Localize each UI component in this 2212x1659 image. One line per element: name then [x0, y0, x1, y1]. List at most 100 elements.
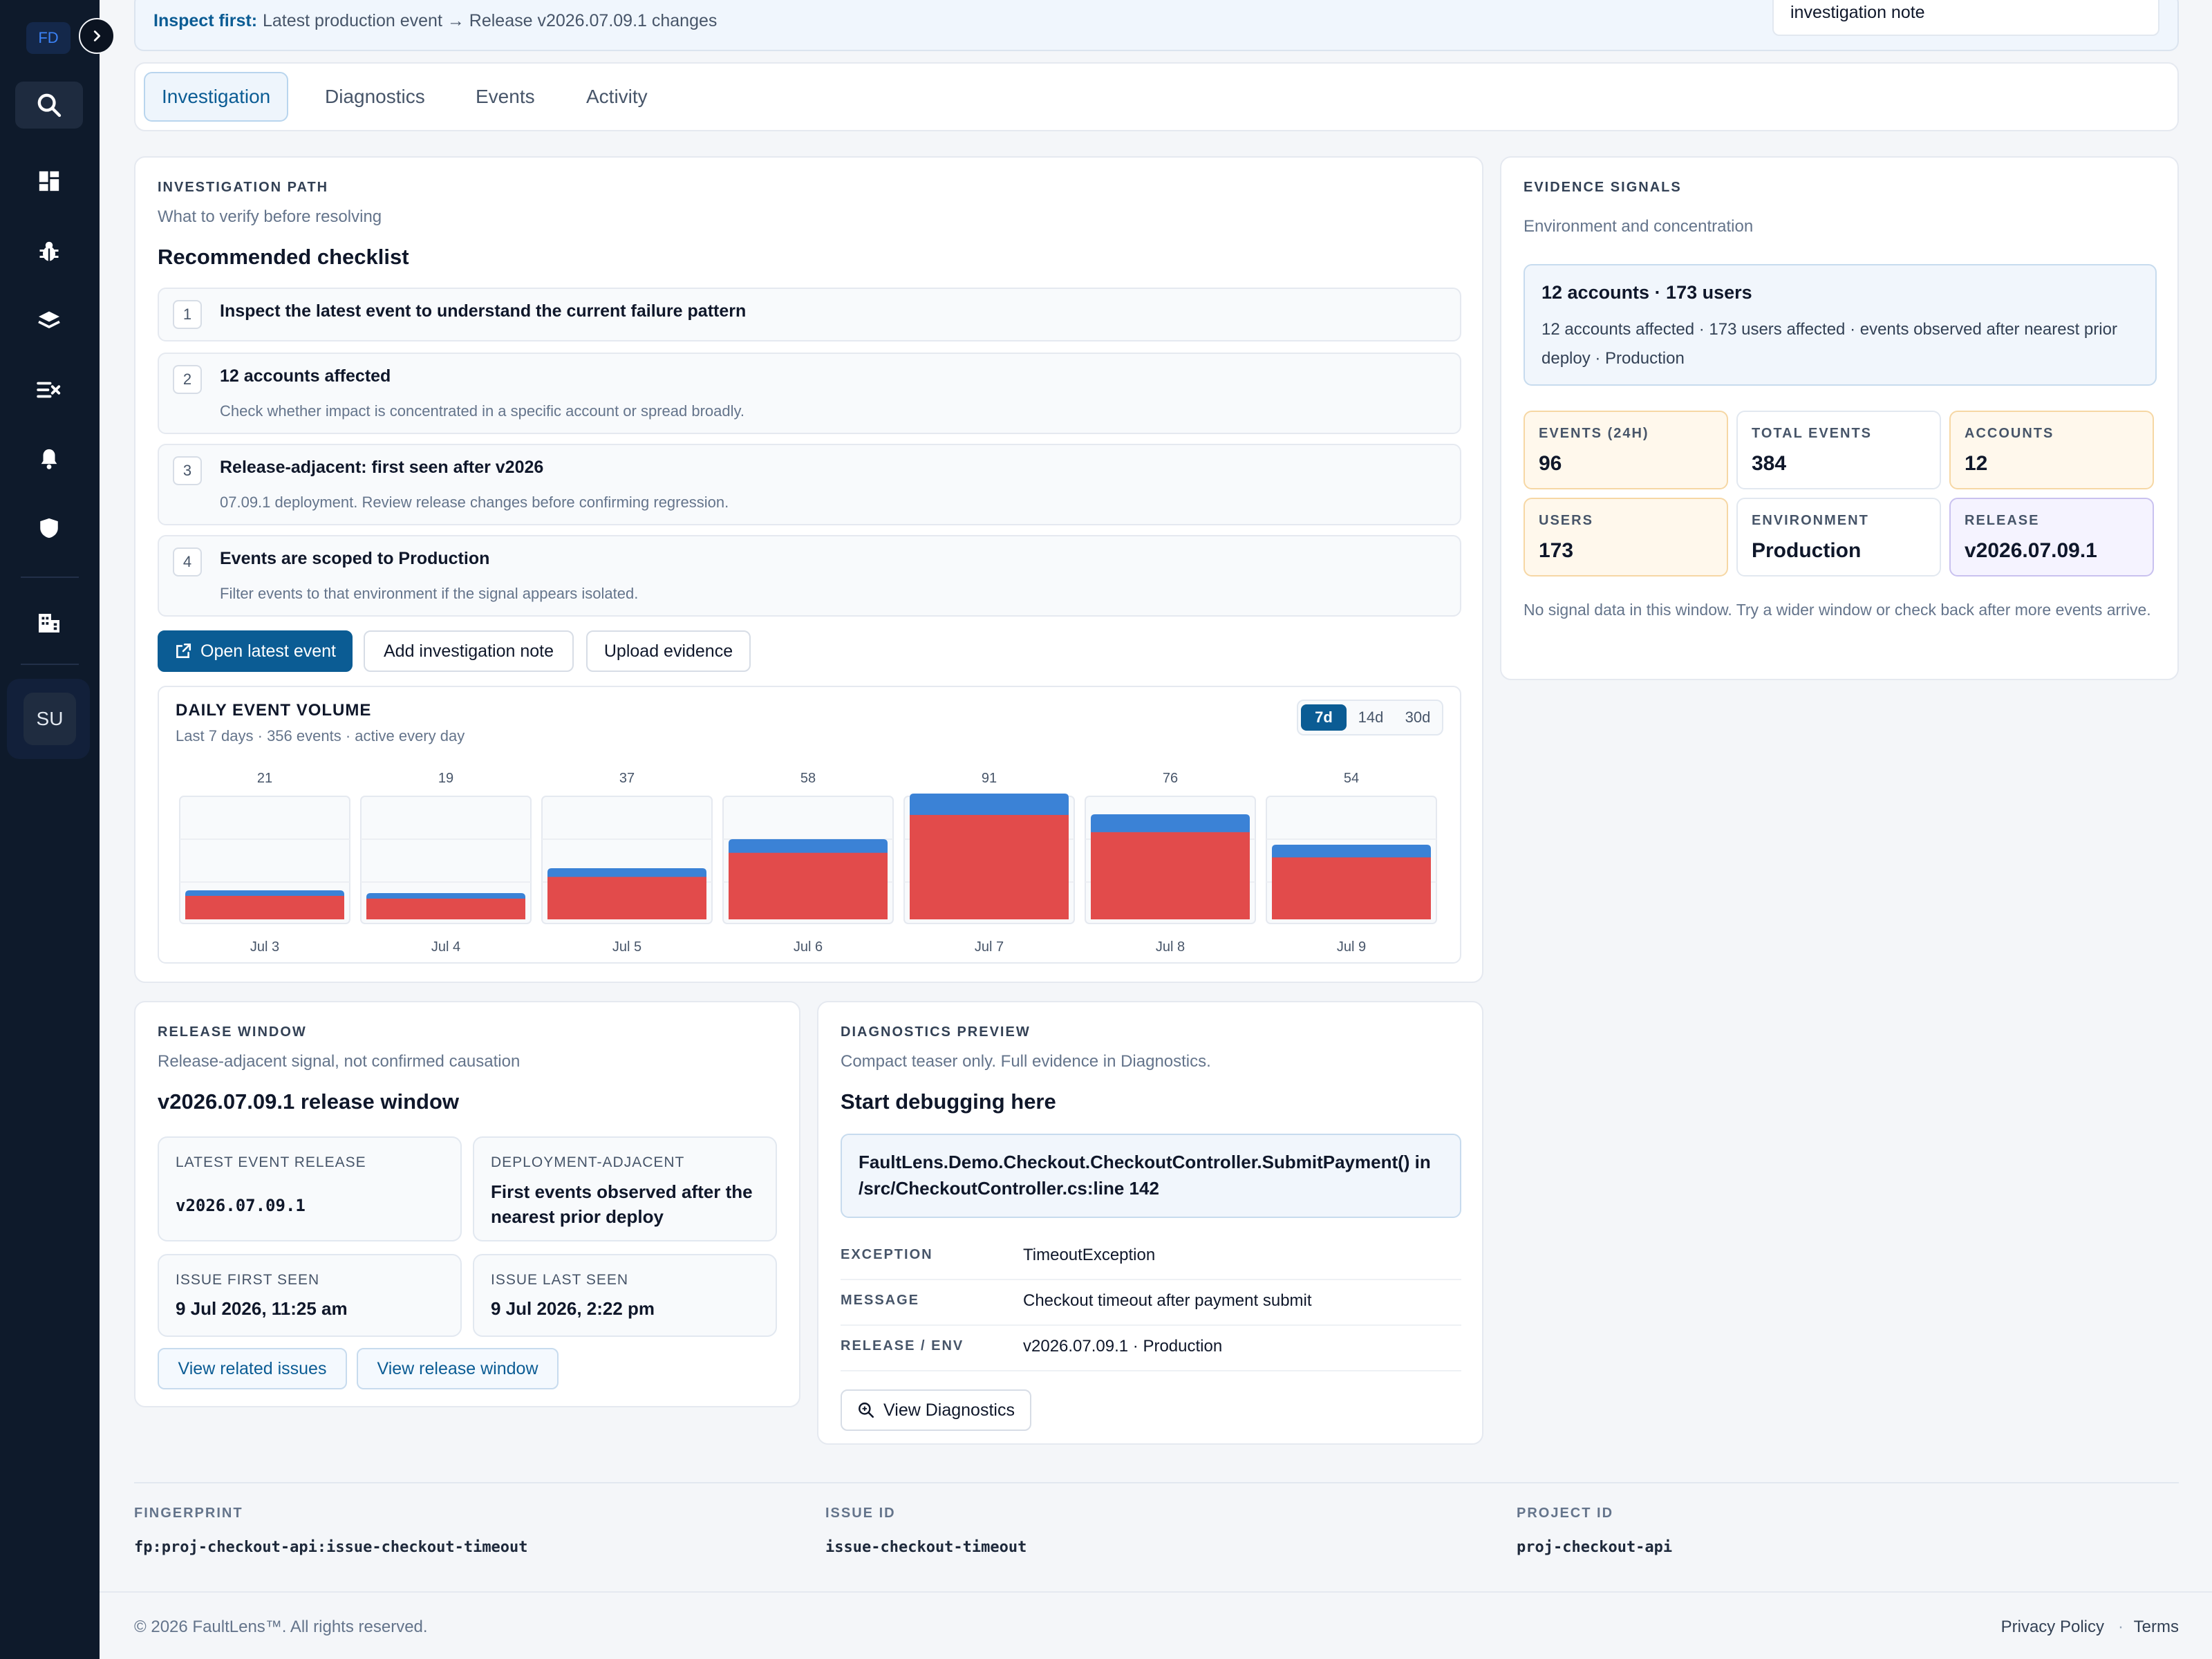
- tile-value: 9 Jul 2026, 11:25 am: [176, 1298, 348, 1319]
- tile-label: ISSUE FIRST SEEN: [176, 1272, 320, 1288]
- diagnostic-row: MESSAGE Checkout timeout after payment s…: [841, 1280, 1461, 1326]
- tab-bar: Investigation Diagnostics Events Activit…: [134, 62, 2179, 131]
- range-14d-button[interactable]: 14d: [1358, 709, 1384, 726]
- banner-label: Inspect first:: [153, 11, 258, 30]
- checklist-item-title: Inspect the latest event to understand t…: [220, 301, 747, 321]
- section-label: EVIDENCE SIGNALS: [1524, 180, 1682, 195]
- tile-value: First events observed after the nearest …: [491, 1181, 753, 1227]
- tick-label: Jul 7: [975, 939, 1004, 955]
- sidebar-item-organization[interactable]: [15, 599, 83, 646]
- total-events-tile: TOTAL EVENTS 384: [1736, 411, 1941, 489]
- view-related-issues-button[interactable]: View related issues: [158, 1348, 347, 1389]
- sidebar-item-issues[interactable]: [15, 228, 83, 275]
- avatar[interactable]: SU: [24, 693, 76, 745]
- view-release-window-button[interactable]: View release window: [357, 1348, 559, 1389]
- tab-investigation[interactable]: Investigation: [144, 72, 289, 122]
- chevron-right-icon: [93, 30, 101, 41]
- view-diagnostics-label: View Diagnostics: [883, 1400, 1015, 1420]
- range-selector: 7d 14d 30d: [1297, 700, 1443, 735]
- tile-value: 12: [1965, 452, 1988, 475]
- tile-value: v2026.07.09.1: [176, 1196, 306, 1215]
- users-tile: USERS 173: [1524, 498, 1728, 577]
- latest-event-release-tile: LATEST EVENT RELEASE v2026.07.09.1: [158, 1136, 462, 1241]
- tab-events[interactable]: Events: [476, 86, 535, 107]
- tile-label: USERS: [1539, 513, 1593, 528]
- sidebar-item-alerts[interactable]: [15, 435, 83, 482]
- tile-label: DEPLOYMENT-ADJACENT: [491, 1154, 685, 1170]
- tile-label: LATEST EVENT RELEASE: [176, 1154, 366, 1170]
- sidebar-item-search[interactable]: [15, 82, 83, 129]
- view-diagnostics-button[interactable]: View Diagnostics: [841, 1389, 1031, 1431]
- tab-diagnostics[interactable]: Diagnostics: [325, 86, 425, 107]
- deployment-adjacent-tile: DEPLOYMENT-ADJACENT First events observe…: [473, 1136, 777, 1241]
- summary-title: 12 accounts · 173 users: [1541, 282, 1752, 303]
- checklist-item-title: Events are scoped to Production: [220, 549, 490, 568]
- data-label: 58: [800, 771, 816, 786]
- diagnostic-row: EXCEPTION TimeoutException: [841, 1235, 1461, 1280]
- accounts-tile: ACCOUNTS 12: [1949, 411, 2154, 489]
- range-7d-button[interactable]: 7d: [1301, 704, 1347, 731]
- checklist-item-title: Release-adjacent: first seen after v2026: [220, 458, 544, 477]
- fingerprint-value: fp:proj-checkout-api:issue-checkout-time…: [134, 1539, 528, 1556]
- checklist-title: Recommended checklist: [158, 245, 409, 269]
- banner-text: Latest production event → Release v2026.…: [263, 11, 718, 30]
- zoom-search-icon: [859, 1403, 874, 1418]
- section-subtitle: Release-adjacent signal, not confirmed c…: [158, 1052, 521, 1071]
- privacy-policy-link[interactable]: Privacy Policy: [2000, 1618, 2104, 1636]
- project-id-label: PROJECT ID: [1517, 1506, 1614, 1521]
- checklist-item: 3 Release-adjacent: first seen after v20…: [158, 444, 1461, 525]
- project-id-value: proj-checkout-api: [1517, 1539, 1673, 1556]
- diagnostics-preview-card: DIAGNOSTICS PREVIEW Compact teaser only.…: [817, 1001, 1483, 1445]
- checklist-item: 4 Events are scoped to Production Filter…: [158, 535, 1461, 617]
- investigation-note-field[interactable]: investigation note: [1772, 0, 2159, 36]
- rules-list-icon: [37, 382, 61, 398]
- release-window-title: v2026.07.09.1 release window: [158, 1089, 459, 1114]
- bar: [910, 814, 1069, 919]
- row-value: v2026.07.09.1 · Production: [1023, 1337, 1223, 1356]
- sidebar-item-dashboard[interactable]: [15, 158, 83, 205]
- checklist-number: 4: [173, 547, 202, 577]
- section-label: RELEASE WINDOW: [158, 1024, 307, 1040]
- terms-link[interactable]: Terms: [2133, 1618, 2179, 1636]
- section-label: INVESTIGATION PATH: [158, 180, 329, 195]
- section-subtitle: Environment and concentration: [1524, 217, 1754, 236]
- layers-icon: [38, 311, 60, 328]
- sidebar-item-security[interactable]: [15, 505, 83, 552]
- upload-evidence-button[interactable]: Upload evidence: [586, 630, 751, 672]
- row-key: MESSAGE: [841, 1293, 920, 1308]
- stack-frame: FaultLens.Demo.Checkout.CheckoutControll…: [841, 1134, 1461, 1218]
- meta-divider: [134, 1482, 2179, 1483]
- row-key: EXCEPTION: [841, 1247, 933, 1262]
- bar: [547, 877, 706, 919]
- bell-icon: [41, 449, 57, 469]
- checklist-item-title: 12 accounts affected: [220, 366, 391, 386]
- add-investigation-note-button[interactable]: Add investigation note: [364, 630, 574, 672]
- tab-activity[interactable]: Activity: [586, 86, 648, 107]
- bar: [1091, 832, 1250, 919]
- data-label: 37: [619, 771, 635, 786]
- tile-value: 9 Jul 2026, 2:22 pm: [491, 1298, 655, 1319]
- open-latest-event-button[interactable]: Open latest event: [158, 630, 353, 672]
- tile-value: Production: [1752, 539, 1862, 562]
- chart-plot: 21 Jul 3 19 Jul 4 37 Jul 5 58 Jul 6 91 Jul 7 76 Jul…: [179, 771, 1437, 955]
- sidebar-item-rules[interactable]: [15, 366, 83, 413]
- checklist-item: 2 12 accounts affected Check whether imp…: [158, 353, 1461, 434]
- shield-icon: [40, 518, 58, 538]
- tile-label: ACCOUNTS: [1965, 426, 2054, 441]
- sidebar-item-projects[interactable]: [15, 297, 83, 344]
- sidebar: FD SU: [0, 0, 115, 1659]
- bar: [366, 899, 525, 919]
- evidence-signals-card: EVIDENCE SIGNALS Environment and concent…: [1500, 156, 2179, 680]
- data-label: 21: [257, 771, 272, 786]
- sidebar-divider: [21, 664, 79, 665]
- tile-label: EVENTS (24H): [1539, 426, 1649, 441]
- data-label: 54: [1344, 771, 1359, 786]
- tile-label: RELEASE: [1965, 513, 2040, 528]
- range-30d-button[interactable]: 30d: [1405, 709, 1431, 726]
- building-icon: [39, 614, 59, 632]
- sidebar-toggle-button[interactable]: [79, 18, 115, 54]
- checklist-number: 1: [173, 300, 202, 329]
- bug-icon: [39, 241, 59, 261]
- fingerprint-label: FINGERPRINT: [134, 1506, 243, 1521]
- dashboard-icon: [39, 171, 59, 191]
